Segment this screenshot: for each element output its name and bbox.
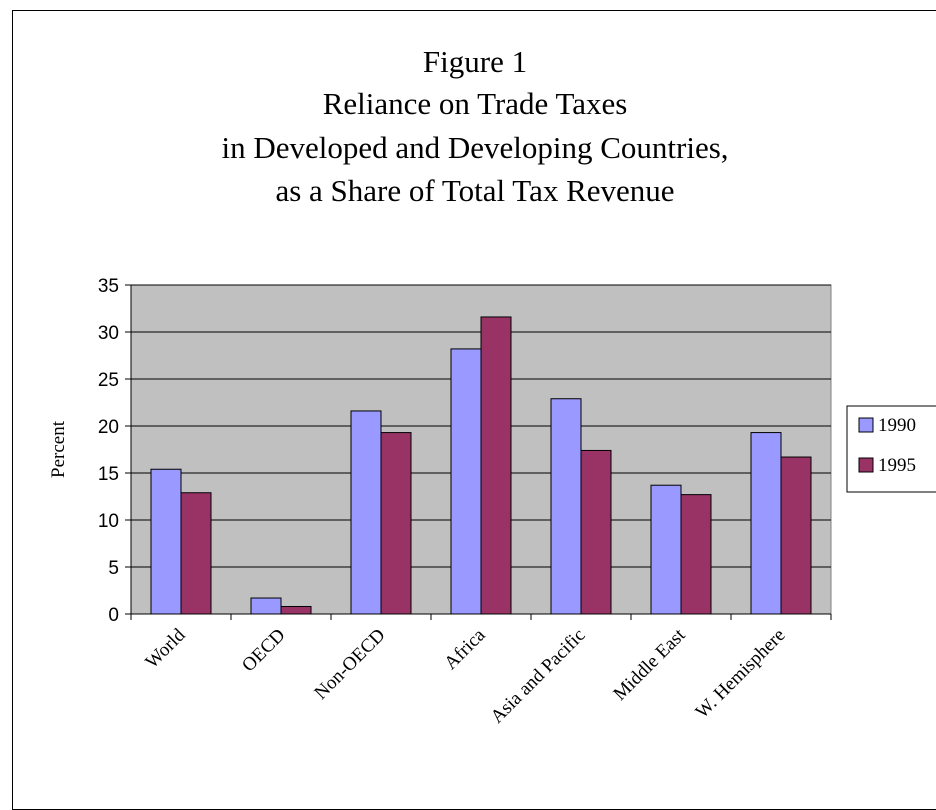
legend-label-1990: 1990	[878, 415, 916, 436]
bar-1990-africa	[450, 348, 482, 615]
title-line-4: as a Share of Total Tax Revenue	[275, 173, 674, 208]
bar-1995-non-oecd	[380, 432, 412, 615]
title-line-3: in Developed and Developing Countries,	[221, 130, 728, 165]
legend-label-1995: 1995	[878, 455, 916, 476]
x-tick-label: Middle East	[609, 624, 690, 705]
bar-1990-middle-east	[650, 484, 682, 615]
x-tick-label: Non-OECD	[310, 625, 389, 704]
y-tick-label: 15	[98, 464, 119, 485]
x-tick-label: W. Hemisphere	[692, 625, 790, 723]
bar-1995-w-hemisphere	[780, 456, 812, 615]
y-tick-label: 10	[98, 511, 119, 532]
bar-1990-world	[150, 468, 182, 615]
bar-1995-asia-and-pacific	[580, 449, 612, 615]
x-tick-label: Africa	[440, 624, 490, 674]
bar-1990-asia-and-pacific	[550, 398, 582, 615]
y-tick-labels: 0 5 10 15 20 25 30 35	[98, 276, 119, 626]
x-tick-label: World	[141, 624, 189, 672]
y-tick-label: 5	[108, 558, 119, 579]
title-line-2: Reliance on Trade Taxes	[323, 86, 628, 121]
legend: 1990 1995	[846, 405, 936, 493]
bar-1990-w-hemisphere	[750, 432, 782, 615]
axes	[125, 284, 832, 620]
bar-1995-oecd	[280, 605, 312, 615]
y-tick-label: 20	[98, 417, 119, 438]
y-tick-label: 30	[98, 323, 119, 344]
bars	[150, 316, 812, 615]
bar-1995-africa	[480, 316, 512, 615]
x-tick-label: Asia and Pacific	[487, 625, 590, 728]
y-axis-label: Percent	[48, 420, 69, 478]
y-tick-label: 35	[98, 276, 119, 297]
legend-swatch-1990	[858, 417, 874, 433]
y-tick-label: 0	[108, 605, 119, 626]
title-line-1: Figure 1	[423, 44, 527, 79]
legend-swatch-1995	[858, 457, 874, 473]
chart-title: Figure 1 Reliance on Trade Taxes in Deve…	[221, 44, 728, 208]
bar-1990-non-oecd	[350, 410, 382, 615]
bar-1990-oecd	[250, 597, 282, 615]
y-tick-label: 25	[98, 370, 119, 391]
bar-1995-middle-east	[680, 494, 712, 615]
bar-1995-world	[180, 492, 212, 615]
x-tick-label: OECD	[238, 625, 289, 676]
